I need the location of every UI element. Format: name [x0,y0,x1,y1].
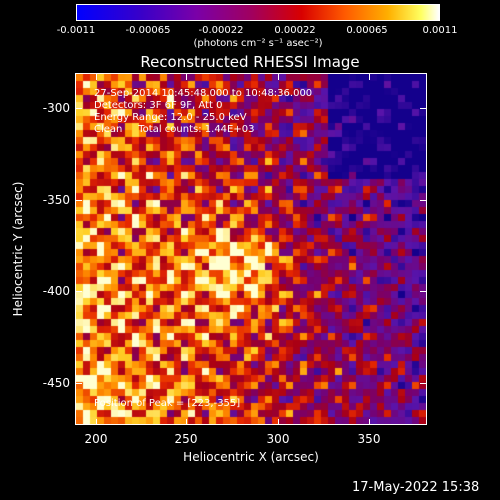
tick-mark [369,74,370,80]
tick-mark [420,291,426,292]
tick-mark [76,291,82,292]
tick-mark [96,74,97,80]
tick-mark [186,74,187,80]
y-tick-label: -450 [42,376,70,390]
tick-mark [420,108,426,109]
info-detectors: Detectors: 3F 6F 9F, Att 0 [94,100,223,111]
info-peak-position: Position of Peak = [223,-355] [94,398,241,409]
tick-mark [278,419,279,425]
tick-mark [278,74,279,80]
y-tick-label: -400 [42,284,70,298]
x-tick-label: 350 [357,432,381,446]
tick-mark [96,419,97,425]
tick-mark [420,200,426,201]
y-tick-label: -300 [42,101,70,115]
image-title: Reconstructed RHESSI Image [140,53,360,71]
colorbar-unit-label: (photons cm⁻² s⁻¹ asec⁻²) [193,38,323,49]
tick-mark [76,108,82,109]
colorbar-tick: 0.0011 [422,25,458,36]
tick-mark [76,200,82,201]
image-plot-area [75,73,427,425]
colorbar-tick: 0.00065 [346,25,388,36]
colorbar-tick: -0.0011 [56,25,96,36]
colorbar-tick: -0.00022 [198,25,244,36]
tick-mark [186,419,187,425]
x-tick-label: 300 [266,432,290,446]
colorbar-tick: 0.00022 [274,25,316,36]
info-total-counts: Clean Total counts: 1.44E+03 [94,124,255,135]
colorbar [76,4,440,21]
y-axis-label: Heliocentric Y (arcsec) [11,181,25,317]
info-energy-range: Energy Range: 12.0 - 25.0 keV [94,112,247,123]
x-tick-label: 250 [174,432,198,446]
colorbar-tick: -0.00065 [125,25,171,36]
x-tick-label: 200 [84,432,108,446]
y-tick-label: -350 [42,193,70,207]
tick-mark [369,419,370,425]
tick-mark [76,383,82,384]
tick-mark [420,383,426,384]
info-time-range: 27-Sep-2014 10:45:48.000 to 10:48:36.000 [94,88,313,99]
footer-timestamp: 17-May-2022 15:38 [352,480,480,495]
x-axis-label: Heliocentric X (arcsec) [183,450,319,464]
rhessi-image [76,74,426,424]
